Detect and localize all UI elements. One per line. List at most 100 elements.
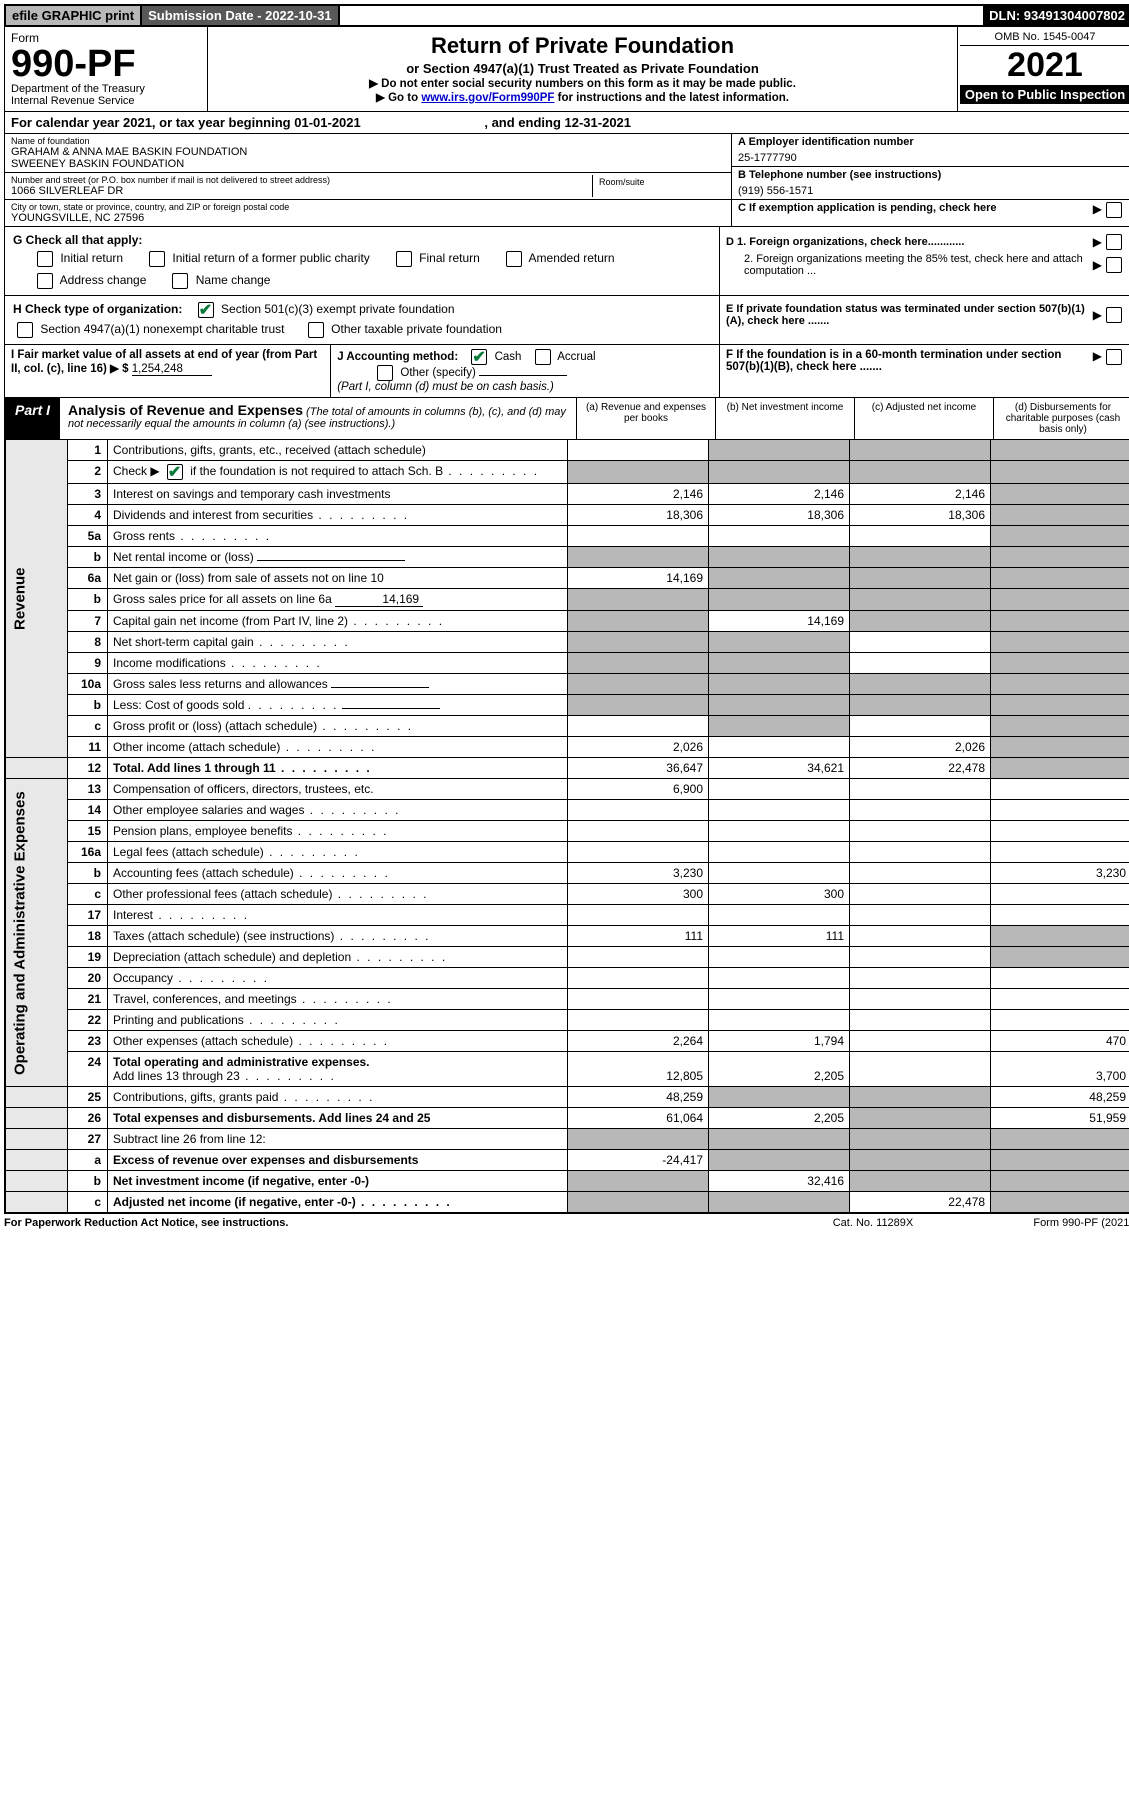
part-i-header: Part I Analysis of Revenue and Expenses … — [5, 398, 1129, 439]
r12a: 36,647 — [568, 758, 709, 779]
r25d: 48,259 — [991, 1087, 1129, 1108]
line-23: Other expenses (attach schedule) — [108, 1031, 568, 1052]
part-i-title-text: Analysis of Revenue and Expenses — [68, 402, 303, 418]
j-cash-lbl: Cash — [495, 351, 522, 363]
j-label: J Accounting method: — [337, 351, 458, 363]
h-other-tax[interactable] — [308, 322, 324, 338]
line-21: Travel, conferences, and meetings — [108, 989, 568, 1010]
g-initial-former[interactable] — [149, 251, 165, 267]
line-19: Depreciation (attach schedule) and deple… — [108, 947, 568, 968]
part-i-label: Part I — [5, 398, 60, 439]
g-initial-return[interactable] — [37, 251, 53, 267]
r13a: 6,900 — [568, 779, 709, 800]
dept-line-2: Internal Revenue Service — [11, 95, 201, 107]
h-4947a1[interactable] — [17, 322, 33, 338]
line-16a: Legal fees (attach schedule) — [108, 842, 568, 863]
g-amended[interactable] — [506, 251, 522, 267]
g-opt-0: Initial return — [60, 251, 123, 265]
schb-checkbox[interactable] — [167, 464, 183, 480]
g-address-change[interactable] — [37, 273, 53, 289]
r11a: 2,026 — [568, 737, 709, 758]
g-opt-4: Address change — [60, 273, 147, 287]
line-14: Other employee salaries and wages — [108, 800, 568, 821]
form-title: Return of Private Foundation — [216, 33, 949, 59]
part-i-title: Analysis of Revenue and Expenses (The to… — [60, 398, 577, 439]
g-name-change[interactable] — [172, 273, 188, 289]
r18a: 111 — [568, 926, 709, 947]
section-g-d: G Check all that apply: Initial return I… — [4, 227, 1129, 296]
footer-right: Form 990-PF (2021) — [973, 1217, 1129, 1229]
lines-table: Revenue 1 Contributions, gifts, grants, … — [5, 439, 1129, 1213]
h-501c3[interactable] — [198, 302, 214, 318]
r23a: 2,264 — [568, 1031, 709, 1052]
j-other-lbl: Other (specify) — [400, 367, 475, 379]
r24b: 2,205 — [709, 1052, 850, 1087]
col-d-head: (d) Disbursements for charitable purpose… — [994, 398, 1129, 439]
line-2: Check ▶ if the foundation is not require… — [108, 461, 568, 484]
footer-left: For Paperwork Reduction Act Notice, see … — [4, 1217, 773, 1229]
h-opt-3: Other taxable private foundation — [331, 322, 502, 336]
r18b: 111 — [709, 926, 850, 947]
h-opt-1: Section 501(c)(3) exempt private foundat… — [221, 302, 454, 316]
r26a: 61,064 — [568, 1108, 709, 1129]
city-label: City or town, state or province, country… — [11, 202, 725, 212]
r26d: 51,959 — [991, 1108, 1129, 1129]
addr-label: Number and street (or P.O. box number if… — [11, 175, 592, 185]
g-final-return[interactable] — [396, 251, 412, 267]
name-label: Name of foundation — [11, 136, 725, 146]
arrow-icon: ▶ — [1093, 202, 1102, 218]
f-block: F If the foundation is in a 60-month ter… — [720, 345, 1129, 397]
r16cb: 300 — [709, 884, 850, 905]
dept-line-1: Department of the Treasury — [11, 83, 201, 95]
r24d: 3,700 — [991, 1052, 1129, 1087]
top-bar: efile GRAPHIC print Submission Date - 20… — [4, 4, 1129, 27]
line-27a: Excess of revenue over expenses and disb… — [108, 1150, 568, 1171]
line-16c: Other professional fees (attach schedule… — [108, 884, 568, 905]
r27bb: 32,416 — [709, 1171, 850, 1192]
f-checkbox[interactable] — [1106, 349, 1122, 365]
phone-label: B Telephone number (see instructions) — [738, 169, 1126, 181]
r25a: 48,259 — [568, 1087, 709, 1108]
part-i: Part I Analysis of Revenue and Expenses … — [4, 398, 1129, 1214]
e-checkbox[interactable] — [1106, 307, 1122, 323]
line-9: Income modifications — [108, 653, 568, 674]
calendar-year-row: For calendar year 2021, or tax year begi… — [4, 112, 1129, 134]
j-cash[interactable] — [471, 349, 487, 365]
submission-date: Submission Date - 2022-10-31 — [142, 6, 340, 25]
j-note: (Part I, column (d) must be on cash basi… — [337, 381, 713, 393]
j-other[interactable] — [377, 365, 393, 381]
f-label: F If the foundation is in a 60-month ter… — [726, 349, 1093, 373]
g-block: G Check all that apply: Initial return I… — [5, 227, 719, 295]
r11c: 2,026 — [850, 737, 991, 758]
expenses-side-label: Operating and Administrative Expenses — [6, 779, 68, 1087]
d2-checkbox[interactable] — [1106, 257, 1122, 273]
foundation-info: Name of foundation GRAHAM & ANNA MAE BAS… — [4, 134, 1129, 227]
d1-checkbox[interactable] — [1106, 234, 1122, 250]
cal-mid: , and ending — [481, 115, 565, 130]
c-checkbox[interactable] — [1106, 202, 1122, 218]
line-20: Occupancy — [108, 968, 568, 989]
line-6b: Gross sales price for all assets on line… — [108, 589, 568, 611]
omb: OMB No. 1545-0047 — [960, 29, 1129, 46]
cal-begin: 01-01-2021 — [294, 115, 361, 130]
efile-print-button[interactable]: efile GRAPHIC print — [6, 6, 142, 25]
footer-mid: Cat. No. 11289X — [773, 1217, 973, 1229]
r7b: 14,169 — [709, 611, 850, 632]
r4c: 18,306 — [850, 505, 991, 526]
form-subtitle: or Section 4947(a)(1) Trust Treated as P… — [216, 61, 949, 76]
line-15: Pension plans, employee benefits — [108, 821, 568, 842]
cal-pre: For calendar year 2021, or tax year begi… — [11, 115, 294, 130]
address: 1066 SILVERLEAF DR — [11, 185, 592, 197]
r4a: 18,306 — [568, 505, 709, 526]
form-link[interactable]: www.irs.gov/Form990PF — [421, 92, 554, 104]
year-block: OMB No. 1545-0047 2021 Open to Public In… — [957, 27, 1129, 111]
line-5b: Net rental income or (loss) — [108, 547, 568, 568]
ein-label: A Employer identification number — [738, 136, 1126, 148]
warn-2: ▶ Go to www.irs.gov/Form990PF for instru… — [216, 90, 949, 104]
r27aa: -24,417 — [568, 1150, 709, 1171]
line-27: Subtract line 26 from line 12: — [108, 1129, 568, 1150]
j-accrual[interactable] — [535, 349, 551, 365]
r3a: 2,146 — [568, 484, 709, 505]
line-1-num: 1 — [68, 440, 108, 461]
col-c-head: (c) Adjusted net income — [855, 398, 994, 439]
